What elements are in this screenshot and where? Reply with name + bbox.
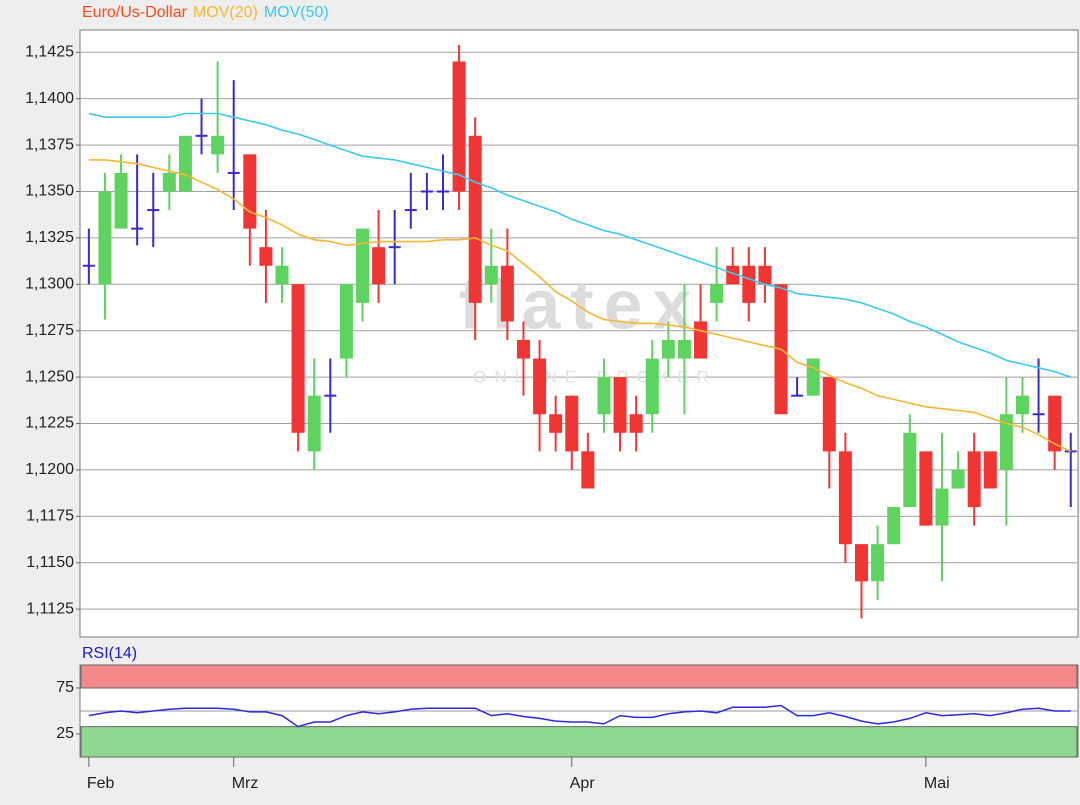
x-tick-label: Mai [924,775,950,792]
candle-body [887,507,901,545]
candle-body [581,451,595,489]
candle-body [645,358,659,415]
moving-average-line [88,112,1072,378]
y-tick-label: 1,1400 [25,90,74,107]
candle-body [838,451,852,545]
rsi-zone [80,664,1078,689]
candle-body [178,135,192,192]
y-tick-label: 1,1375 [25,136,74,153]
candle-body [710,284,724,303]
y-tick-label: 1,1250 [25,368,74,385]
candle-body [629,414,643,433]
y-tick-label: 1,1225 [25,415,74,432]
candle-body [951,469,965,489]
candle-body [806,358,820,396]
x-tick-label: Apr [570,775,596,792]
candle-body [307,395,321,452]
candle-body [533,358,547,415]
candle-body [999,414,1013,470]
candle-body [613,377,627,433]
candle-body [694,321,708,359]
candle-body [291,284,305,433]
y-tick-label: 1,1275 [25,322,74,339]
candle-body [275,265,289,285]
candle-body [967,451,981,508]
candle-body [484,265,498,285]
y-tick-label: 1,1350 [25,183,74,200]
candle-body [500,265,514,322]
legend-entry: MOV(50) [264,4,329,21]
candle-body [162,172,176,192]
rsi-line [88,704,1071,728]
y-tick-label: 1,1175 [26,508,74,525]
y-tick-label: 1,1425 [25,43,74,60]
candle-body [903,432,917,508]
candle-body [468,135,482,303]
y-tick-label: 25 [56,725,74,742]
candle-body [871,544,885,582]
candle-body [822,377,836,452]
x-tick-label: Mrz [232,775,259,792]
legend-entry: MOV(20) [193,4,258,21]
candle-body [114,172,128,229]
candle-body [726,265,740,285]
y-tick-label: 75 [56,679,74,696]
candle-body [549,414,563,433]
candle-body [355,228,369,303]
moving-average-line [88,159,1072,453]
candle-body [516,339,530,359]
y-tick-label: 1,1150 [26,554,74,571]
candle-body [677,339,691,359]
y-tick-label: 1,1200 [25,461,74,478]
candle-body [98,191,112,285]
candle-body [565,395,579,452]
candle-body [758,265,772,285]
candle-body [243,154,257,229]
candle-body [661,339,675,359]
x-tick-label: Feb [87,775,115,792]
panel-title: RSI(14) [82,645,137,662]
watermark-sub: ONLINE BROKER [473,367,717,386]
main-plot-area [79,29,1079,638]
candle-body [919,451,933,526]
candle-body [211,135,225,155]
candle-body [339,284,353,359]
candle-body [597,377,611,415]
panel-title: Euro/Us-Dollar [82,4,188,21]
candle-body [935,488,949,526]
rsi-zone [80,726,1078,758]
candle-body [452,61,466,192]
y-tick-label: 1,1300 [25,276,74,293]
candle-body [372,247,386,285]
candle-body [983,451,997,489]
candle-body [1048,395,1062,452]
y-tick-label: 1,1325 [25,229,74,246]
candle-body [854,544,868,582]
candle-body [259,247,273,266]
candle-body [742,265,756,303]
y-tick-label: 1,1125 [26,600,74,617]
candle-body [1015,395,1029,415]
